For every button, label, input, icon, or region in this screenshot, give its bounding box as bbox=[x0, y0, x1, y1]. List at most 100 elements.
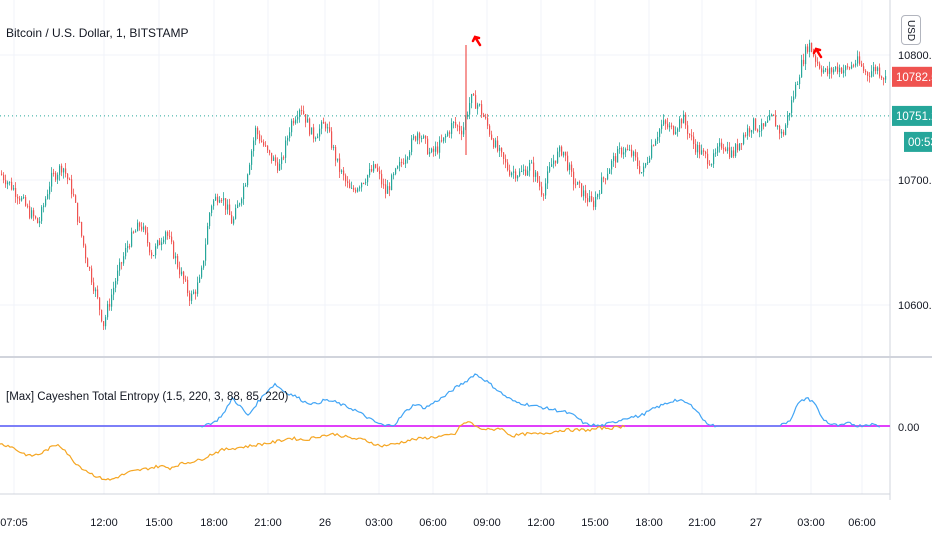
candle-body bbox=[639, 166, 641, 173]
candle-body bbox=[663, 120, 665, 125]
candle-body bbox=[231, 215, 233, 224]
candle-body bbox=[321, 121, 323, 129]
candle-body bbox=[431, 148, 433, 152]
candle-body bbox=[131, 231, 133, 247]
candle-body bbox=[207, 226, 209, 245]
candle-body bbox=[527, 170, 529, 176]
candle-body bbox=[635, 151, 637, 158]
candle-body bbox=[819, 63, 821, 69]
candle-body bbox=[591, 196, 593, 201]
candle-body bbox=[659, 129, 661, 138]
candle-body bbox=[611, 160, 613, 170]
candle-body bbox=[771, 114, 773, 116]
candle-body bbox=[377, 167, 379, 171]
candle-body bbox=[237, 204, 239, 209]
candle-body bbox=[159, 240, 161, 245]
candle-body bbox=[387, 186, 389, 194]
candle-body bbox=[171, 236, 173, 242]
candle-body bbox=[371, 169, 373, 172]
candle-body bbox=[445, 135, 447, 138]
currency-button[interactable]: USD bbox=[901, 15, 921, 45]
candle-body bbox=[497, 140, 499, 151]
candle-body bbox=[409, 152, 411, 158]
candle-body bbox=[147, 232, 149, 244]
candle-body bbox=[241, 199, 243, 204]
candle-body bbox=[417, 133, 419, 141]
candle-body bbox=[491, 134, 493, 140]
candle-body bbox=[633, 151, 635, 156]
candle-body bbox=[719, 142, 721, 147]
candle-body bbox=[263, 142, 265, 146]
candle-body bbox=[755, 118, 757, 130]
candle-body bbox=[665, 120, 667, 124]
price-axis[interactable]: 10800.00 10700.00 10600.00 bbox=[898, 50, 932, 312]
candle-body bbox=[331, 131, 333, 148]
candle-body bbox=[43, 205, 45, 208]
candle-body bbox=[337, 158, 339, 161]
candle-body bbox=[769, 115, 771, 121]
candle-body bbox=[185, 279, 187, 281]
candle-body bbox=[683, 114, 685, 124]
candle-body bbox=[227, 204, 229, 210]
time-axis[interactable]: 07:05 12:00 15:00 18:00 21:00 26 03:00 06:00 09:… bbox=[0, 517, 876, 529]
candle-body bbox=[195, 291, 197, 294]
candle-body bbox=[209, 212, 211, 227]
candle-body bbox=[123, 256, 125, 264]
candle-body bbox=[805, 46, 807, 65]
candle-body bbox=[357, 188, 359, 192]
time-tick-label: 03:00 bbox=[365, 517, 393, 529]
candle-body bbox=[229, 204, 231, 216]
candle-body bbox=[305, 114, 307, 123]
candle-body bbox=[489, 125, 491, 135]
candle-body bbox=[105, 317, 107, 327]
candle-body bbox=[761, 123, 763, 131]
candle-body bbox=[785, 125, 787, 135]
annotations bbox=[471, 35, 823, 59]
candle-body bbox=[715, 152, 717, 154]
candle-body bbox=[877, 67, 879, 71]
candle-body bbox=[179, 267, 181, 275]
candle-body bbox=[473, 94, 475, 96]
candle-body bbox=[535, 172, 537, 177]
candle-body bbox=[537, 172, 539, 182]
candle-body bbox=[163, 239, 165, 243]
candle-body bbox=[111, 294, 113, 307]
time-tick-label: 21:00 bbox=[688, 517, 716, 529]
candle-body bbox=[599, 193, 601, 195]
price-badge-label: 10751.27 bbox=[896, 111, 932, 123]
candle-body bbox=[277, 162, 279, 171]
candle-body bbox=[689, 133, 691, 136]
candle-body bbox=[281, 157, 283, 164]
candle-body bbox=[323, 121, 325, 124]
candle-body bbox=[65, 168, 67, 174]
candle-body bbox=[91, 268, 93, 283]
candle-body bbox=[101, 309, 103, 322]
candle-body bbox=[315, 138, 317, 140]
candle-body bbox=[479, 104, 481, 106]
indicator-title[interactable]: [Max] Cayeshen Total Entropy (1.5, 220, … bbox=[6, 391, 289, 403]
candle-body bbox=[837, 66, 839, 73]
candle-body bbox=[731, 150, 733, 158]
candle-body bbox=[815, 55, 817, 62]
candle-body bbox=[881, 76, 883, 79]
candle-body bbox=[265, 145, 267, 147]
time-tick-label: 26 bbox=[319, 517, 331, 529]
candle-body bbox=[827, 68, 829, 74]
candle-body bbox=[661, 124, 663, 130]
candle-body bbox=[811, 42, 813, 52]
candle-body bbox=[549, 166, 551, 172]
candle-body bbox=[873, 66, 875, 72]
candle-body bbox=[563, 151, 565, 156]
candle-body bbox=[235, 208, 237, 219]
candle-body bbox=[483, 114, 485, 117]
candle-body bbox=[507, 162, 509, 171]
candle-body bbox=[759, 130, 761, 132]
candle-body bbox=[475, 95, 477, 109]
candle-body bbox=[799, 77, 801, 85]
candle-body bbox=[113, 287, 115, 295]
candle-body bbox=[17, 196, 19, 199]
candle-body bbox=[67, 173, 69, 180]
candle-body bbox=[365, 182, 367, 184]
candle-body bbox=[519, 171, 521, 176]
